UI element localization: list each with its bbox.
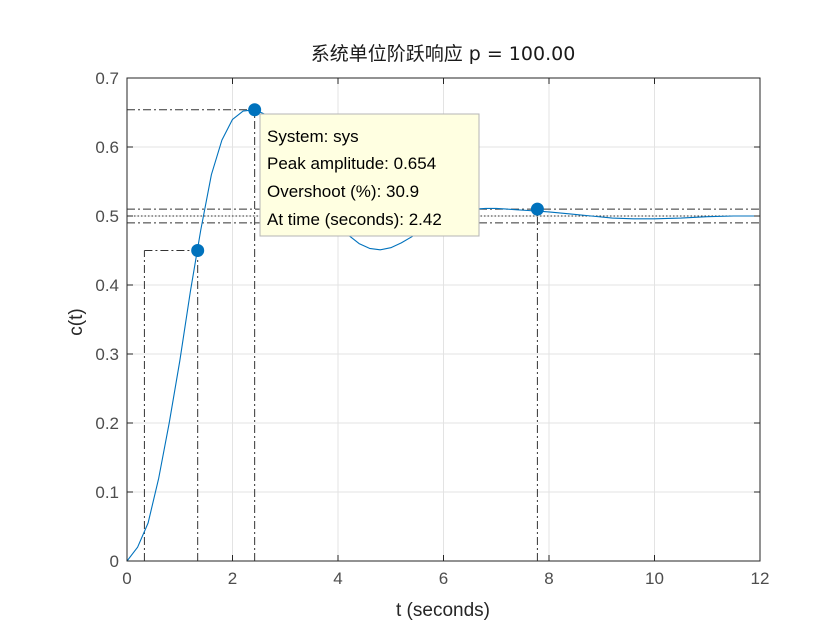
marker-peak[interactable]: [248, 103, 262, 117]
x-axis-label: t (seconds): [396, 600, 490, 621]
tick-layer: 0 2 4 6 8 10 12 0 0.1 0.2 0.3 0.4 0.5 0.6 0.7: [95, 69, 769, 588]
datatip-box: [259, 113, 480, 237]
x-tick-label: 10: [645, 569, 664, 588]
x-tick-label: 2: [228, 569, 237, 588]
y-tick-label: 0.3: [95, 345, 119, 364]
datatip-line-overshoot: Overshoot (%): 30.9: [267, 182, 419, 201]
marker-settling[interactable]: [530, 202, 544, 216]
datatip-line-time: At time (seconds): 2.42: [267, 210, 442, 229]
marker-layer[interactable]: [191, 103, 544, 257]
datatip-line-system: System: sys: [267, 127, 359, 146]
x-tick-label: 4: [333, 569, 342, 588]
y-tick-label: 0.4: [95, 276, 119, 295]
datatip-line-peak: Peak amplitude: 0.654: [267, 154, 436, 173]
y-tick-label: 0: [110, 552, 119, 571]
series-layer: [126, 109, 760, 562]
y-tick-label: 0.5: [95, 207, 119, 226]
datatip[interactable]: System: sys Peak amplitude: 0.654 Oversh…: [259, 113, 480, 237]
y-tick-label: 0.1: [95, 483, 119, 502]
y-tick-label: 0.7: [95, 69, 119, 88]
x-tick-label: 0: [122, 569, 131, 588]
x-tick-label: 8: [544, 569, 553, 588]
chart-title: 系统单位阶跃响应 p = 100.00: [311, 43, 576, 65]
marker-rise[interactable]: [191, 244, 205, 257]
x-tick-label: 12: [751, 569, 770, 588]
y-axis-label: c(t): [66, 308, 87, 335]
x-tick-label: 6: [439, 569, 448, 588]
series-line: [126, 109, 760, 562]
y-tick-label: 0.2: [95, 414, 119, 433]
y-tick-label: 0.6: [95, 138, 119, 157]
